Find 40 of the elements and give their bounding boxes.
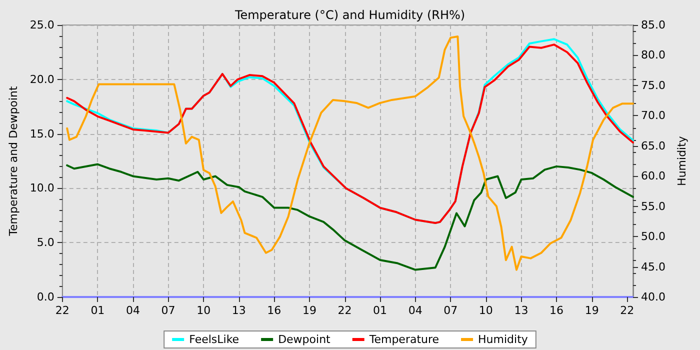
y2-tick-label: 80.0: [641, 48, 666, 62]
x-tick-label: 04: [126, 304, 140, 317]
x-tick-label: 13: [514, 304, 528, 317]
x-tick-label: 19: [584, 304, 599, 317]
x-tick-label: 07: [444, 304, 458, 317]
y2-tick-label: 75.0: [641, 78, 666, 92]
y-tick-label: 15.0: [30, 127, 54, 140]
x-tick-label: 10: [478, 304, 493, 317]
legend-label: Dewpoint: [278, 333, 332, 346]
x-tick-label: 22: [55, 304, 70, 317]
y2-tick-label: 60.0: [641, 170, 666, 183]
x-tick-label: 22: [620, 304, 634, 317]
legend-label: FeelsLike: [189, 333, 240, 346]
y-tick-label: 0.0: [36, 290, 54, 304]
y-tick-label: 25.0: [30, 18, 54, 32]
y-tick-label: 10.0: [30, 182, 54, 195]
y2-tick-label: 40.0: [641, 290, 666, 304]
x-tick-label: 10: [196, 304, 211, 317]
x-tick-label: 19: [302, 304, 316, 317]
x-tick-label: 07: [161, 304, 176, 317]
y-axis-title: Temperature and Dewpoint: [7, 85, 20, 237]
legend-label: Temperature: [368, 333, 440, 346]
x-tick-label: 04: [408, 304, 422, 317]
x-tick-label: 13: [232, 304, 246, 317]
legend-label: Humidity: [478, 333, 528, 346]
x-tick-label: 16: [550, 304, 564, 317]
y2-tick-label: 55.0: [641, 200, 666, 213]
x-tick-label: 01: [373, 304, 388, 317]
x-tick-label: 16: [267, 304, 282, 317]
y-tick-label: 5.0: [36, 236, 54, 250]
chart-title: Temperature (°C) and Humidity (RH%): [234, 8, 466, 22]
y2-tick-label: 85.0: [641, 18, 666, 32]
y2-tick-label: 70.0: [641, 109, 666, 122]
x-tick-label: 01: [90, 304, 105, 317]
y2-axis-title: Humidity: [675, 136, 688, 186]
y2-tick-label: 65.0: [641, 139, 666, 152]
y2-tick-label: 50.0: [641, 230, 666, 244]
y2-tick-label: 45.0: [641, 260, 666, 274]
x-tick-label: 22: [338, 304, 352, 317]
y-tick-label: 20.0: [30, 72, 54, 86]
